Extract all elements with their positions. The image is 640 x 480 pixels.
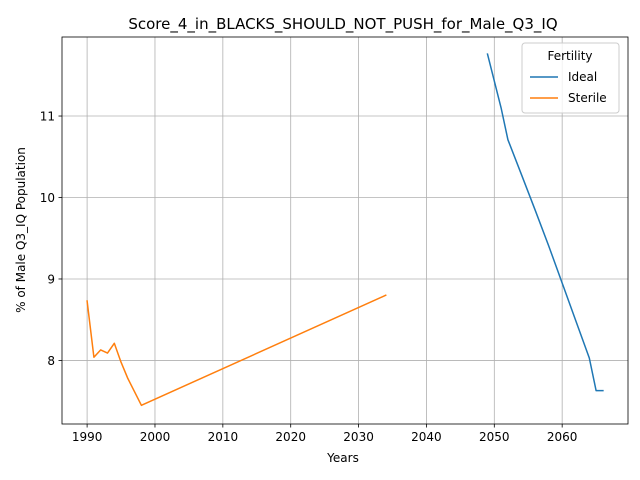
legend-title: Fertility <box>547 49 592 63</box>
y-axis-label: % of Male Q3_IQ Population <box>14 147 28 313</box>
x-tick-label: 2010 <box>208 430 239 444</box>
legend-box <box>521 42 620 114</box>
plot-frame <box>61 36 629 425</box>
x-axis-label: Years <box>326 451 359 465</box>
x-tick-label: 2060 <box>547 430 578 444</box>
x-tick-label: 1990 <box>72 430 103 444</box>
x-tick-label: 2000 <box>140 430 171 444</box>
x-tick-label: 2020 <box>275 430 306 444</box>
x-tick-label: 2050 <box>479 430 510 444</box>
legend: Fertility Ideal Sterile <box>521 42 620 114</box>
y-tick-label: 8 <box>47 354 55 368</box>
y-tick-label: 9 <box>47 272 55 286</box>
legend-label-sterile: Sterile <box>568 91 607 105</box>
y-tick-label: 10 <box>40 191 55 205</box>
chart-title: Score_4_in_BLACKS_SHOULD_NOT_PUSH_for_Ma… <box>128 15 557 34</box>
y-axis-ticks: 8 9 10 11 <box>40 110 62 368</box>
series-line-sterile <box>86 294 387 407</box>
series-lines <box>86 53 604 407</box>
series-line-ideal <box>486 53 604 392</box>
x-axis-ticks: 1990 2000 2010 2020 2030 2040 2050 2060 <box>72 424 578 444</box>
x-tick-label: 2030 <box>343 430 374 444</box>
y-tick-label: 11 <box>40 110 55 124</box>
legend-label-ideal: Ideal <box>568 70 597 84</box>
x-tick-label: 2040 <box>411 430 442 444</box>
